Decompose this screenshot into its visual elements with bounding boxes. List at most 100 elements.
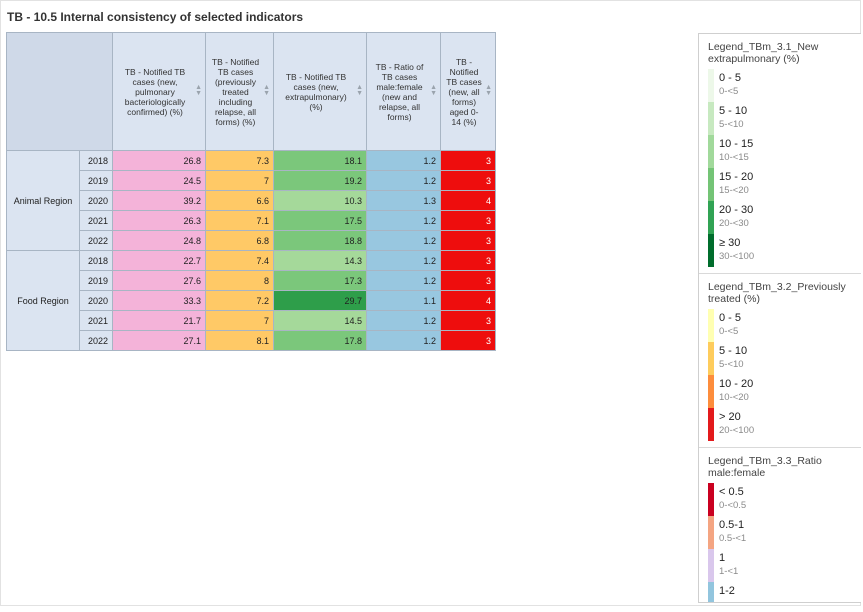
- year-label: 2020: [79, 190, 113, 211]
- column-header-label: TB - Notified TB cases (previously treat…: [211, 56, 260, 127]
- column-header[interactable]: TB - Notified TB cases (new, extrapulmon…: [273, 32, 367, 151]
- legend-swatch: [708, 201, 714, 234]
- legend-item-label: 1-2: [719, 585, 735, 597]
- table-row: 2020 33.3 7.2 29.7 1.1 4: [7, 290, 496, 311]
- column-header-label: TB - Notified TB cases (new, pulmonary b…: [124, 66, 186, 117]
- value-cell: 17.5: [273, 210, 367, 231]
- value-cell: 29.7: [273, 290, 367, 311]
- legend-swatch: [708, 516, 714, 549]
- value-cell: 3: [440, 270, 496, 291]
- value-cell: 18.8: [273, 230, 367, 251]
- column-header-label: TB - Notified TB cases (new, all forms) …: [446, 56, 482, 127]
- legend-divider: [699, 447, 861, 448]
- value-cell: 26.8: [112, 150, 206, 171]
- pivot-table: TB - Notified TB cases (new, pulmonary b…: [6, 32, 496, 351]
- value-cell: 3: [440, 210, 496, 231]
- legend-item-range: 30-<100: [719, 251, 755, 262]
- value-cell: 27.1: [112, 330, 206, 351]
- legend-item-label: 0.5-1: [719, 519, 745, 531]
- legend-item: 1-2: [708, 582, 861, 602]
- legend-item: < 0.5 0-<0.5: [708, 483, 861, 516]
- legend-swatch: [708, 483, 714, 516]
- legend-item-range: 10-<20: [719, 392, 749, 403]
- column-header[interactable]: TB - Notified TB cases (new, pulmonary b…: [112, 32, 206, 151]
- value-cell: 1.3: [366, 190, 441, 211]
- value-cell: 26.3: [112, 210, 206, 231]
- value-cell: 22.7: [112, 250, 206, 271]
- value-cell: 4: [440, 190, 496, 211]
- legend-item-range: 1-<1: [719, 566, 739, 577]
- table-row: 2022 27.1 8.1 17.8 1.2 3: [7, 330, 496, 351]
- legend-title: Legend_TBm_3.1_New extrapulmonary (%): [708, 41, 819, 65]
- header-row: TB - Notified TB cases (new, pulmonary b…: [6, 32, 496, 151]
- legend-item-range: 0-<0.5: [719, 500, 747, 511]
- legend-item: 5 - 10 5-<10: [708, 102, 861, 135]
- value-cell: 1.2: [366, 230, 441, 251]
- legend-swatch: [708, 549, 714, 582]
- value-cell: 33.3: [112, 290, 206, 311]
- legend-title: Legend_TBm_3.2_Previously treated (%): [708, 281, 846, 305]
- table-row: 2020 39.2 6.6 10.3 1.3 4: [7, 190, 496, 211]
- legend-swatch: [708, 375, 714, 408]
- legend-swatch: [708, 582, 714, 602]
- value-cell: 1.2: [366, 270, 441, 291]
- legend-swatch: [708, 234, 714, 267]
- legend-item-range: 20-<30: [719, 218, 749, 229]
- column-header-label: TB - Notified TB cases (new, extrapulmon…: [285, 71, 347, 112]
- value-cell: 1.1: [366, 290, 441, 311]
- legend-item: ≥ 30 30-<100: [708, 234, 861, 267]
- value-cell: 6.8: [205, 230, 274, 251]
- corner-cell: [6, 32, 113, 151]
- column-header[interactable]: TB - Ratio of TB cases male:female (new …: [366, 32, 441, 151]
- legend-swatch: [708, 135, 714, 168]
- value-cell: 3: [440, 170, 496, 191]
- value-cell: 27.6: [112, 270, 206, 291]
- value-cell: 7.1: [205, 210, 274, 231]
- value-cell: 17.3: [273, 270, 367, 291]
- table-row: 2019 24.5 7 19.2 1.2 3: [7, 170, 496, 191]
- value-cell: 1.2: [366, 150, 441, 171]
- region-label: Animal Region: [6, 150, 80, 251]
- value-cell: 39.2: [112, 190, 206, 211]
- sort-icon[interactable]: ▲ ▼: [356, 84, 363, 97]
- year-label: 2022: [79, 330, 113, 351]
- legend-item: 5 - 10 5-<10: [708, 342, 861, 375]
- year-label: 2019: [79, 170, 113, 191]
- legend-swatch: [708, 309, 714, 342]
- legend-item-label: 5 - 10: [719, 105, 748, 117]
- legend-swatch: [708, 102, 714, 135]
- column-header[interactable]: TB - Notified TB cases (previously treat…: [205, 32, 274, 151]
- sort-icon[interactable]: ▲ ▼: [430, 84, 437, 97]
- year-label: 2019: [79, 270, 113, 291]
- legend-swatch: [708, 408, 714, 441]
- legend-item: 0 - 5 0-<5: [708, 69, 861, 102]
- value-cell: 7.2: [205, 290, 274, 311]
- legend-swatch: [708, 69, 714, 102]
- value-cell: 18.1: [273, 150, 367, 171]
- year-label: 2020: [79, 290, 113, 311]
- legend-item-label: 20 - 30: [719, 204, 754, 216]
- column-header[interactable]: TB - Notified TB cases (new, all forms) …: [440, 32, 496, 151]
- legend-panel: Legend_TBm_3.1_New extrapulmonary (%) 0 -…: [698, 33, 861, 603]
- table-row: Food Region 2018 22.7 7.4 14.3 1.2 3: [6, 250, 496, 351]
- value-cell: 14.3: [273, 250, 367, 271]
- legend-title: Legend_TBm_3.3_Ratio male:female: [708, 455, 822, 479]
- legend-item-label: ≥ 30: [719, 237, 741, 249]
- sort-icon[interactable]: ▲ ▼: [485, 84, 492, 97]
- legend-item-range: 0.5-<1: [719, 533, 747, 544]
- legend-item-range: 15-<20: [719, 185, 749, 196]
- page-title: TB - 10.5 Internal consistency of select…: [7, 10, 304, 24]
- year-label: 2022: [79, 230, 113, 251]
- value-cell: 3: [440, 330, 496, 351]
- table-row: Animal Region 2018 26.8 7.3 18.1 1.2 3: [6, 150, 496, 251]
- legend-item: 10 - 15 10-<15: [708, 135, 861, 168]
- sort-icon[interactable]: ▲ ▼: [195, 84, 202, 97]
- legend-item-label: 0 - 5: [719, 72, 742, 84]
- value-cell: 3: [440, 250, 496, 271]
- value-cell: 7.3: [205, 150, 274, 171]
- value-cell: 1.2: [366, 210, 441, 231]
- sort-icon[interactable]: ▲ ▼: [263, 84, 270, 97]
- value-cell: 4: [440, 290, 496, 311]
- value-cell: 1.2: [366, 330, 441, 351]
- value-cell: 24.8: [112, 230, 206, 251]
